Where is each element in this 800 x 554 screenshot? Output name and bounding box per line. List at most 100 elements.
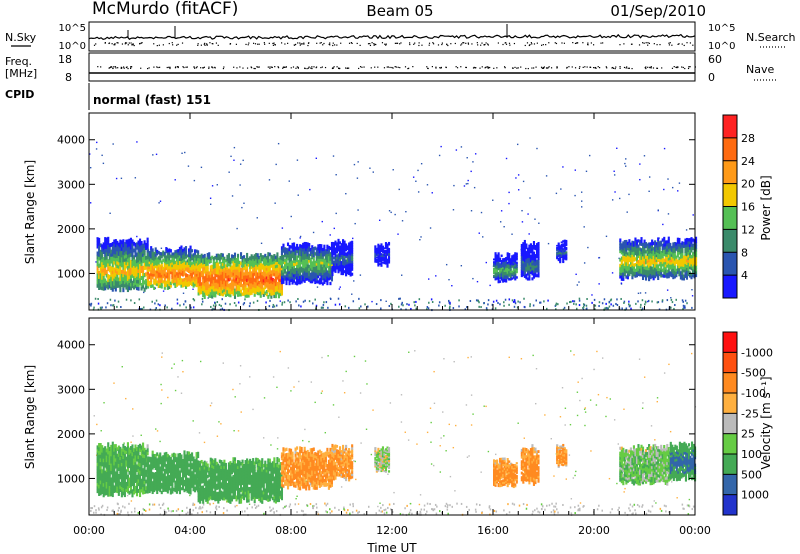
range-cell — [338, 247, 342, 251]
range-cell — [380, 259, 383, 262]
scatter-point — [420, 236, 422, 238]
scatter-point — [309, 188, 311, 191]
range-cell — [186, 261, 189, 265]
range-cell — [238, 274, 241, 278]
power-ylabel: Slant Range [km] — [23, 160, 37, 264]
nave-point — [584, 66, 586, 68]
scatter-point — [93, 415, 95, 417]
range-cell — [132, 262, 136, 266]
range-cell — [267, 268, 270, 273]
range-cell — [117, 277, 120, 282]
range-cell — [180, 269, 183, 273]
scatter-point — [639, 306, 642, 309]
range-cell — [194, 283, 197, 287]
range-cell — [98, 282, 101, 287]
range-cell — [528, 247, 531, 251]
range-cell — [629, 264, 632, 267]
range-cell — [125, 243, 128, 248]
range-cell — [562, 257, 565, 260]
range-cell — [138, 277, 142, 282]
range-cell — [505, 264, 508, 267]
range-cell — [529, 259, 532, 263]
nave-point — [485, 66, 487, 68]
range-cell — [562, 260, 565, 264]
range-cell — [208, 284, 211, 289]
range-cell — [556, 257, 559, 260]
scatter-point — [414, 304, 416, 307]
range-cell — [197, 288, 200, 293]
range-cell — [180, 281, 183, 285]
range-cell — [515, 256, 518, 259]
range-cell — [345, 264, 348, 268]
range-cell — [529, 261, 532, 265]
nsearch-point — [371, 42, 373, 44]
range-cell — [560, 252, 563, 255]
range-cell — [217, 274, 220, 278]
range-cell — [640, 237, 643, 241]
range-cell — [226, 263, 229, 268]
scatter-point — [451, 505, 454, 508]
range-cell — [327, 262, 330, 266]
range-cell — [534, 267, 537, 271]
range-cell — [511, 262, 514, 265]
range-cell — [169, 268, 172, 272]
range-cell — [375, 253, 378, 256]
range-cell — [655, 256, 658, 260]
range-cell — [230, 259, 234, 264]
nave-point — [115, 67, 117, 69]
nsearch-point — [127, 44, 129, 46]
range-cell — [651, 253, 654, 257]
range-cell — [156, 262, 159, 266]
scatter-point — [390, 508, 392, 511]
nave-point — [527, 67, 529, 70]
range-cell — [286, 256, 290, 261]
range-cell — [661, 243, 664, 248]
range-cell — [150, 278, 153, 283]
range-cell — [378, 263, 381, 266]
range-cell — [334, 263, 337, 267]
range-cell — [226, 280, 229, 285]
range-cell — [523, 255, 526, 260]
range-cell — [622, 249, 625, 254]
range-cell — [143, 280, 146, 285]
range-cell — [282, 249, 285, 253]
range-cell — [259, 262, 262, 267]
range-cell — [655, 254, 658, 258]
range-cell — [277, 257, 280, 262]
scatter-point — [546, 504, 548, 507]
nave-point — [556, 66, 558, 68]
range-cell — [645, 266, 648, 270]
range-cell — [666, 248, 669, 252]
range-cell — [324, 274, 327, 278]
range-cell — [156, 249, 159, 253]
range-cell — [217, 291, 220, 296]
range-cell — [117, 271, 120, 275]
range-cell — [256, 262, 259, 267]
range-cell — [227, 293, 230, 297]
scatter-point — [334, 506, 336, 509]
scatter-point — [581, 200, 583, 202]
range-cell — [649, 263, 652, 267]
range-cell — [203, 288, 206, 293]
nsearch-point — [582, 42, 584, 44]
nsearch-point — [197, 43, 199, 45]
range-cell — [291, 254, 294, 259]
scatter-point — [620, 282, 623, 284]
scatter-point — [577, 509, 579, 512]
range-cell — [200, 273, 203, 278]
range-cell — [306, 253, 309, 257]
scatter-point — [212, 304, 215, 307]
range-cell — [306, 266, 309, 270]
range-cell — [233, 262, 237, 267]
range-cell — [687, 259, 690, 263]
range-cell — [338, 251, 342, 255]
range-cell — [220, 265, 223, 269]
range-cell — [651, 255, 654, 260]
range-cell — [181, 273, 185, 277]
scatter-point — [585, 304, 588, 307]
range-cell — [652, 247, 655, 251]
range-cell — [317, 271, 320, 276]
nave-point — [548, 66, 550, 68]
range-cell — [512, 261, 515, 264]
scatter-point — [645, 512, 648, 515]
